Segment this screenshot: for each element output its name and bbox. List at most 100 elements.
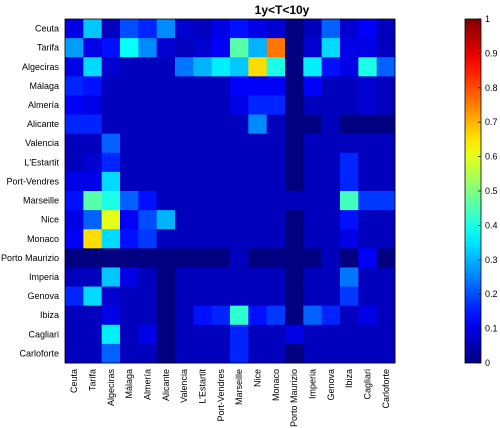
heatmap-cell: [156, 286, 176, 307]
heatmap-cell: [101, 343, 121, 364]
heatmap-cell: [266, 286, 286, 307]
heatmap-cell: [376, 95, 396, 115]
heatmap-cell: [285, 19, 304, 39]
heatmap-cell: [193, 57, 213, 77]
heatmap-cell: [321, 152, 341, 173]
heatmap-cell: [83, 210, 103, 230]
heatmap-cell: [175, 114, 194, 135]
heatmap-cell: [266, 229, 286, 249]
heatmap-cell: [175, 57, 194, 77]
heatmap-cell: [138, 248, 158, 268]
heatmap-cell: [156, 133, 176, 154]
heatmap-cell: [101, 286, 121, 307]
heatmap-cell: [230, 114, 249, 135]
column-label: Porto Maurizio: [289, 369, 299, 427]
heatmap-cell: [285, 324, 304, 345]
heatmap-cell: [230, 133, 249, 154]
heatmap-cell: [303, 286, 323, 307]
heatmap-cell: [230, 191, 249, 211]
heatmap-cell: [156, 76, 176, 96]
heatmap-cell: [340, 248, 359, 268]
heatmap-cell: [340, 210, 359, 230]
row-label: Valencia: [25, 138, 59, 148]
row-label: Algeciras: [22, 62, 60, 72]
row-label: Carloforte: [19, 348, 59, 358]
colorbar-tick-label: 0.8: [485, 83, 498, 93]
heatmap-cell: [120, 267, 139, 287]
heatmap-cell: [138, 38, 158, 58]
heatmap-cell: [248, 248, 268, 268]
heatmap-cell: [156, 267, 176, 287]
heatmap-cell: [175, 286, 194, 307]
heatmap-cell: [303, 171, 323, 192]
heatmap-cell: [101, 229, 121, 249]
heatmap-cell: [303, 38, 323, 58]
heatmap-cell: [303, 229, 323, 249]
heatmap-cell: [65, 19, 84, 39]
heatmap-cell: [266, 191, 286, 211]
column-label: Almería: [143, 369, 153, 400]
heatmap-cell: [175, 133, 194, 154]
heatmap-cell: [266, 171, 286, 192]
heatmap-cell: [65, 210, 84, 230]
heatmap-cell: [376, 191, 396, 211]
heatmap-cell: [358, 95, 378, 115]
column-label: Port-Vendres: [216, 369, 226, 422]
heatmap-cell: [376, 38, 396, 58]
heatmap-cell: [211, 133, 231, 154]
heatmap-cell: [138, 210, 158, 230]
heatmap-cell: [321, 57, 341, 77]
column-labels: Ceuta Tarifa Algeciras Málaga Almería Alicant…: [69, 369, 391, 428]
heatmap-cell: [193, 191, 213, 211]
heatmap-cell: [303, 133, 323, 154]
heatmap-cell: [156, 210, 176, 230]
heatmap-cell: [211, 114, 231, 135]
heatmap-cell: [156, 191, 176, 211]
heatmap-cell: [65, 38, 84, 58]
heatmap-cell: [65, 114, 84, 135]
heatmap-cell: [376, 248, 396, 268]
row-label: Ibiza: [40, 310, 59, 320]
row-label: Málaga: [29, 81, 59, 91]
heatmap-cell: [120, 152, 139, 173]
heatmap-cell: [101, 57, 121, 77]
heatmap-cell: [193, 324, 213, 345]
heatmap-cell: [175, 324, 194, 345]
heatmap-cell: [266, 38, 286, 58]
heatmap-cell: [230, 229, 249, 249]
heatmap-cell: [211, 324, 231, 345]
heatmap-cell: [65, 343, 84, 364]
heatmap-cell: [175, 38, 194, 58]
row-label: Marseille: [23, 196, 59, 206]
heatmap-cell: [303, 76, 323, 96]
heatmap-cell: [138, 114, 158, 135]
heatmap-cell: [248, 152, 268, 173]
column-label: Nice: [253, 369, 263, 387]
heatmap-cell: [321, 19, 341, 39]
colorbar-tick-label: 0.5: [485, 186, 498, 196]
heatmap-cell: [285, 210, 304, 230]
heatmap-cell: [65, 152, 84, 173]
heatmap-cell: [230, 305, 249, 326]
heatmap-cell: [101, 324, 121, 345]
heatmap-cell: [120, 210, 139, 230]
heatmap-cell: [193, 305, 213, 326]
heatmap-cell: [285, 343, 304, 364]
column-label: Tarifa: [88, 369, 98, 391]
heatmap-cell: [340, 76, 359, 96]
heatmap-cell: [340, 305, 359, 326]
colorbar-tick-label: 0.9: [485, 48, 498, 58]
heatmap-cell: [285, 171, 304, 192]
heatmap-cell: [266, 152, 286, 173]
heatmap-cell: [175, 191, 194, 211]
heatmap-cell: [83, 133, 103, 154]
row-label: Imperia: [29, 272, 59, 282]
heatmap-cell: [230, 57, 249, 77]
heatmap-cell: [266, 324, 286, 345]
heatmap-cell: [138, 324, 158, 345]
column-label: Cagliari: [363, 369, 373, 400]
heatmap-cell: [303, 57, 323, 77]
heatmap-cell: [376, 305, 396, 326]
heatmap-cell: [65, 229, 84, 249]
heatmap-cell: [340, 95, 359, 115]
